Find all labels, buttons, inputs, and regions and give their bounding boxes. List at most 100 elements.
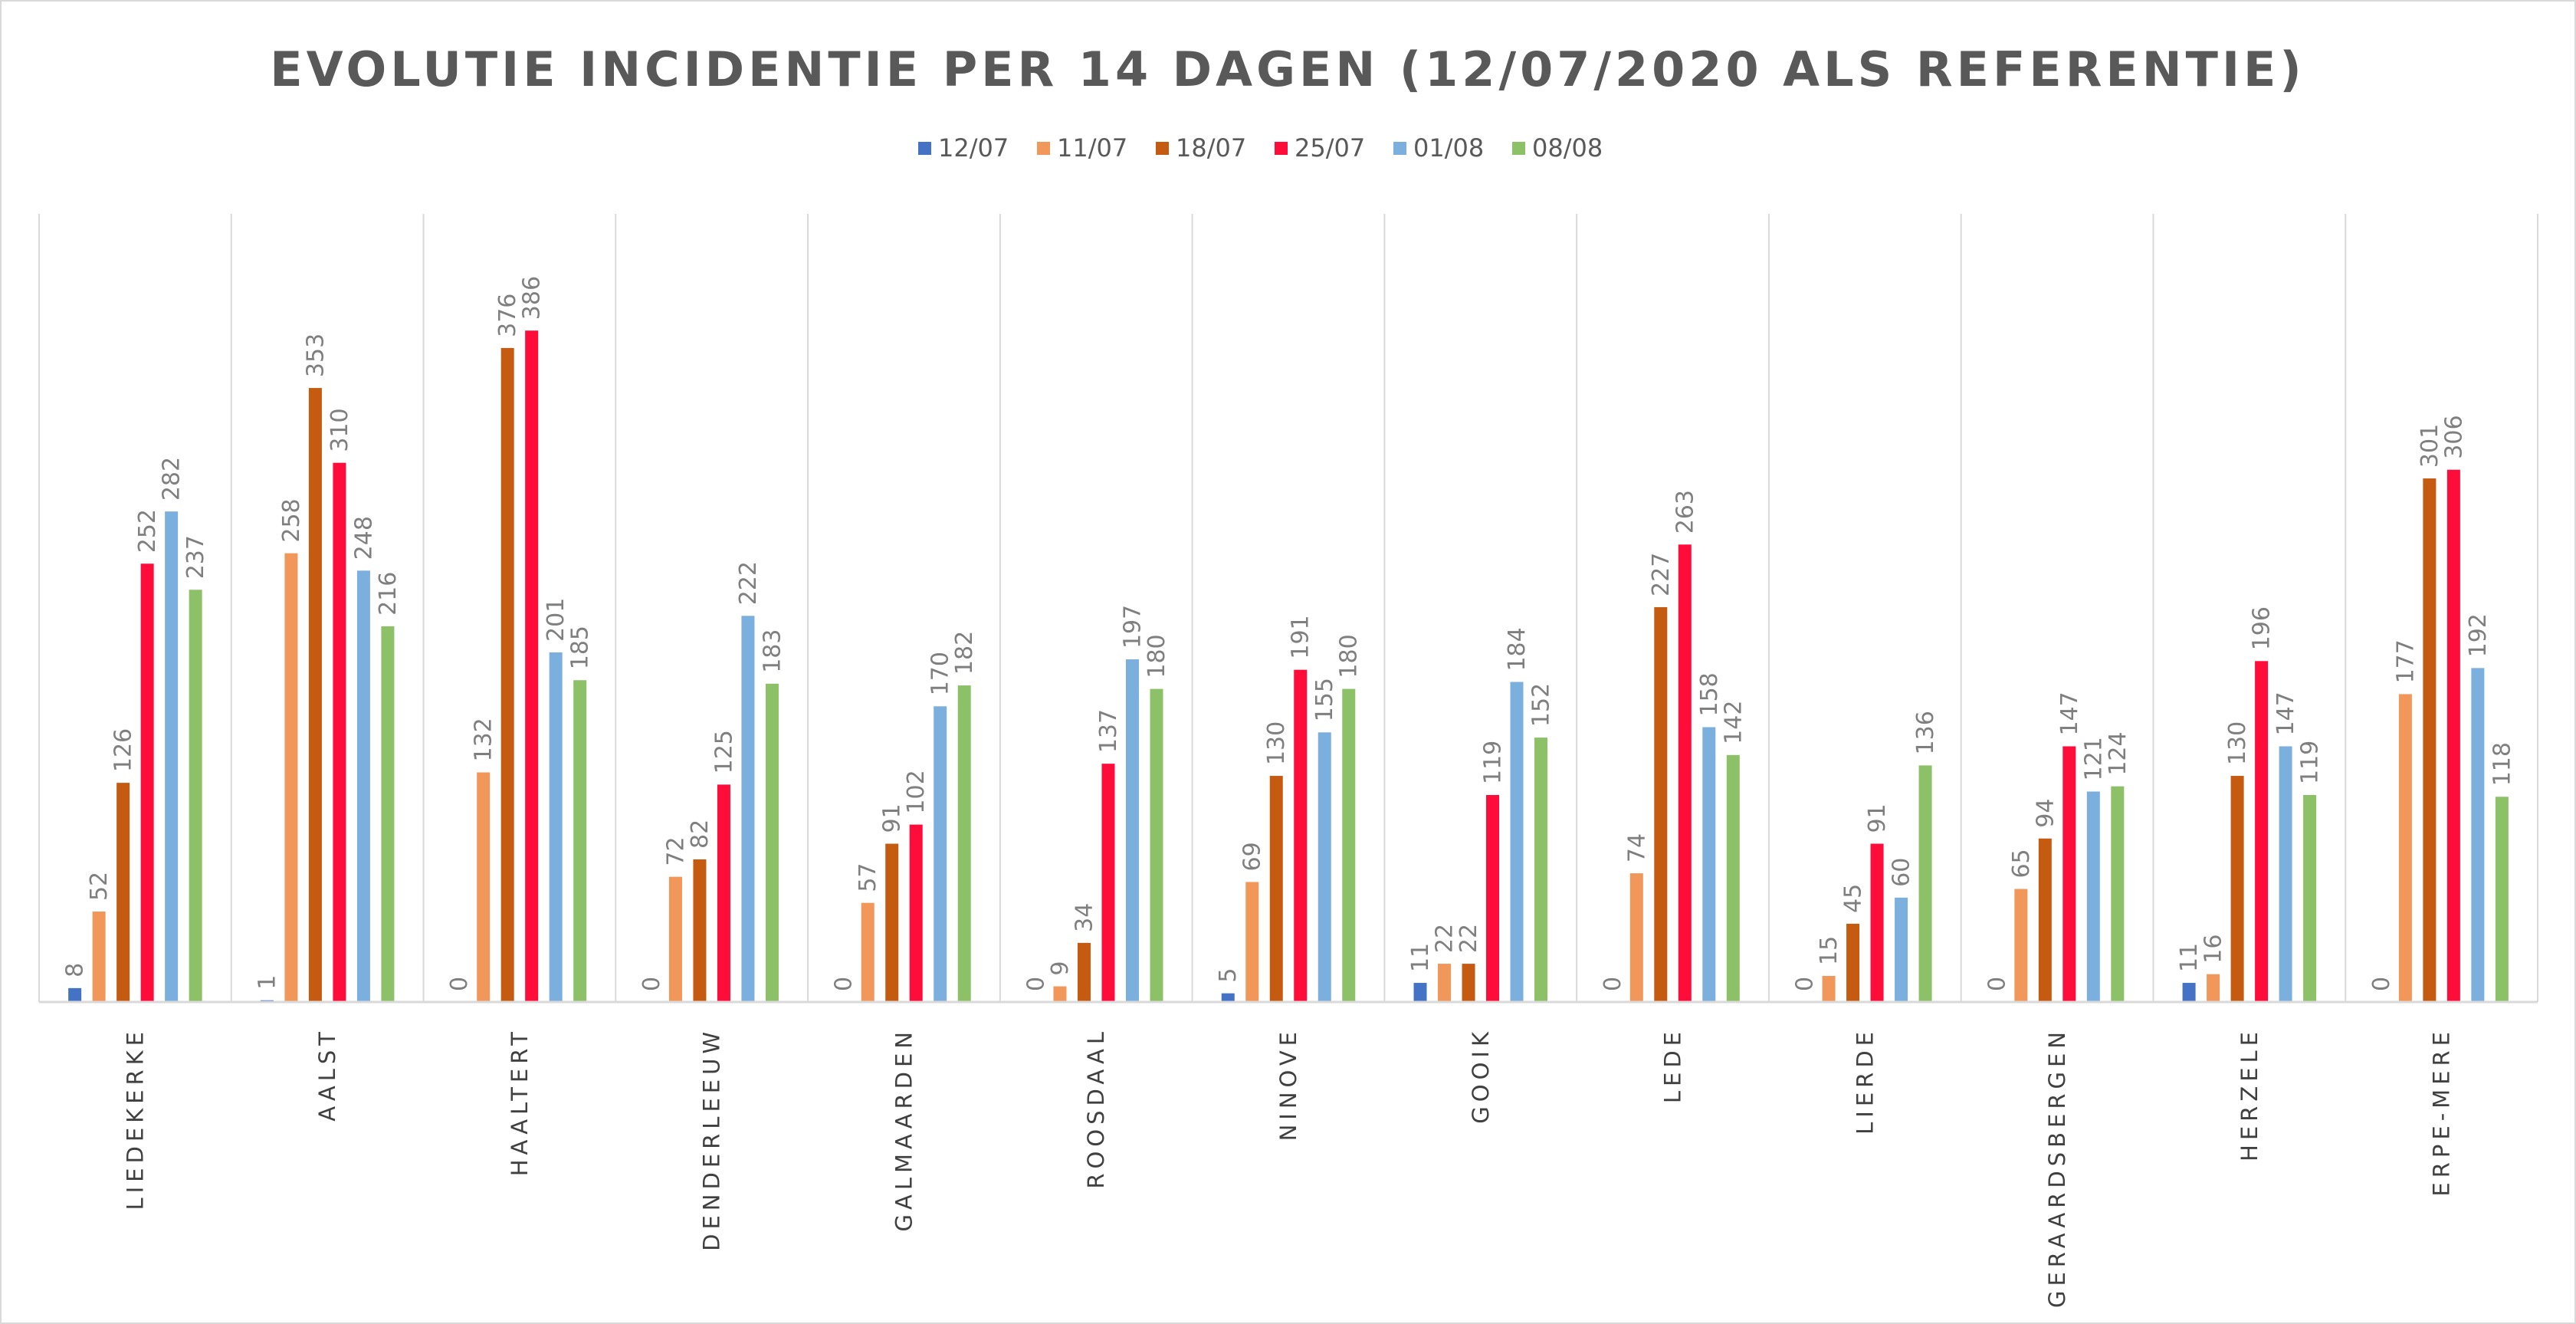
bar-denderleeuw-08-08 (765, 683, 779, 1002)
data-label: 197 (1119, 605, 1146, 649)
data-label: 222 (735, 561, 762, 605)
data-label: 201 (543, 598, 569, 642)
legend-item-25-07: 25/07 (1275, 133, 1365, 163)
legend-label: 08/08 (1532, 133, 1603, 163)
bar-erpe-mere-25-07 (2446, 469, 2460, 1002)
data-label: 60 (1889, 858, 1915, 887)
legend-item-08-08: 08/08 (1512, 133, 1603, 163)
data-label: 258 (278, 498, 305, 542)
data-label: 252 (134, 509, 161, 553)
data-label: 158 (1696, 672, 1723, 716)
data-label: 118 (2489, 742, 2515, 786)
category-label: ROOSDAAL (1083, 1027, 1109, 1189)
data-label: 353 (302, 333, 329, 377)
bar-herzele-25-07 (2255, 661, 2269, 1002)
data-label: 102 (903, 770, 930, 813)
data-label: 136 (1912, 711, 1939, 754)
chart-title: EVOLUTIE INCIDENTIE PER 14 DAGEN (12/07/… (270, 41, 2305, 97)
data-label: 248 (350, 516, 377, 560)
category-gridlines (38, 214, 2538, 1002)
legend-item-12-07: 12/07 (918, 133, 1009, 163)
data-label: 192 (2465, 613, 2492, 657)
bar-lierde-08-08 (1918, 765, 1932, 1002)
bar-herzele-01-08 (2279, 746, 2292, 1002)
data-label: 45 (1840, 884, 1867, 913)
data-label: 34 (1071, 903, 1098, 932)
bar-galmaarden-18-07 (885, 843, 899, 1002)
data-label: 142 (1720, 701, 1747, 744)
data-label: 216 (375, 572, 402, 616)
bar-lede-01-08 (1702, 727, 1716, 1002)
data-label: 170 (927, 652, 954, 695)
legend-label: 01/08 (1413, 133, 1484, 163)
bar-geraardsbergen-11-07 (2014, 889, 2028, 1002)
data-label: 282 (159, 457, 185, 501)
data-label: 147 (2056, 692, 2083, 735)
category-axis-labels: LIEDEKERKE AALST HAALTERT DENDERLEEUW GALMAA… (122, 1027, 2454, 1308)
bar-herzele-18-07 (2230, 776, 2244, 1002)
data-label: 227 (1648, 553, 1675, 596)
data-label: 69 (1239, 842, 1266, 871)
data-label: 177 (2392, 639, 2419, 683)
bar-haaltert-08-08 (573, 680, 587, 1002)
data-label: 11 (1407, 943, 1434, 972)
data-label: 0 (2368, 977, 2395, 991)
legend-label: 25/07 (1295, 133, 1365, 163)
data-label: 74 (1623, 833, 1650, 862)
category-label: GOOIK (1468, 1027, 1494, 1124)
data-label: 124 (2105, 731, 2131, 775)
bar-roosdaal-11-07 (1053, 986, 1067, 1002)
data-label: 132 (471, 718, 497, 761)
legend-label: 12/07 (938, 133, 1009, 163)
bar-ninove-18-07 (1269, 776, 1283, 1002)
legend-swatch (1393, 142, 1406, 155)
bar-gooik-25-07 (1486, 795, 1500, 1002)
bar-erpe-mere-01-08 (2471, 668, 2485, 1002)
data-label: 263 (1672, 490, 1698, 534)
data-label: 72 (662, 836, 689, 866)
data-label: 57 (855, 862, 881, 892)
legend-swatch (1156, 142, 1169, 155)
bar-haaltert-11-07 (477, 772, 491, 1002)
data-label: 15 (1816, 936, 1843, 965)
bar-ninove-01-08 (1318, 732, 1331, 1002)
data-label: 185 (567, 626, 594, 669)
data-label: 1 (254, 975, 281, 990)
bar-aalst-08-08 (381, 626, 395, 1002)
bar-gooik-11-07 (1438, 964, 1452, 1002)
data-label: 119 (2297, 741, 2324, 784)
data-label: 147 (2272, 692, 2299, 735)
bar-ninove-08-08 (1342, 688, 1356, 1002)
category-label: LEDE (1660, 1027, 1686, 1103)
category-label: DENDERLEEUW (699, 1027, 725, 1251)
bar-geraardsbergen-01-08 (2086, 791, 2100, 1002)
bar-denderleeuw-01-08 (741, 616, 755, 1002)
data-label: 301 (2417, 424, 2443, 468)
category-label: AALST (314, 1027, 340, 1122)
data-label: 121 (2080, 737, 2107, 780)
data-label: 22 (1455, 924, 1482, 953)
legend-swatch (918, 142, 931, 155)
bar-aalst-11-07 (284, 553, 298, 1002)
data-label: 376 (494, 294, 521, 337)
bar-aalst-25-07 (333, 462, 346, 1002)
data-label: 5 (1215, 968, 1242, 983)
data-label: 82 (687, 820, 714, 849)
bar-ninove-12-07 (1221, 993, 1235, 1002)
data-label: 0 (446, 977, 473, 991)
category-label: GERAARDSBERGEN (2044, 1027, 2070, 1308)
bar-galmaarden-11-07 (861, 902, 875, 1002)
data-label: 11 (2176, 943, 2203, 972)
category-label: ERPE-MERE (2429, 1027, 2455, 1197)
bar-liedekerke-11-07 (92, 912, 106, 1002)
data-label: 0 (1600, 977, 1626, 991)
bar-lede-08-08 (1726, 754, 1740, 1002)
bar-aalst-18-07 (308, 388, 322, 1002)
data-label: 137 (1095, 709, 1122, 753)
bar-lierde-01-08 (1895, 897, 1908, 1002)
bar-gooik-01-08 (1510, 682, 1524, 1002)
bar-lierde-25-07 (1870, 843, 1884, 1002)
bar-denderleeuw-25-07 (717, 784, 730, 1002)
category-label: HAALTERT (507, 1027, 533, 1176)
